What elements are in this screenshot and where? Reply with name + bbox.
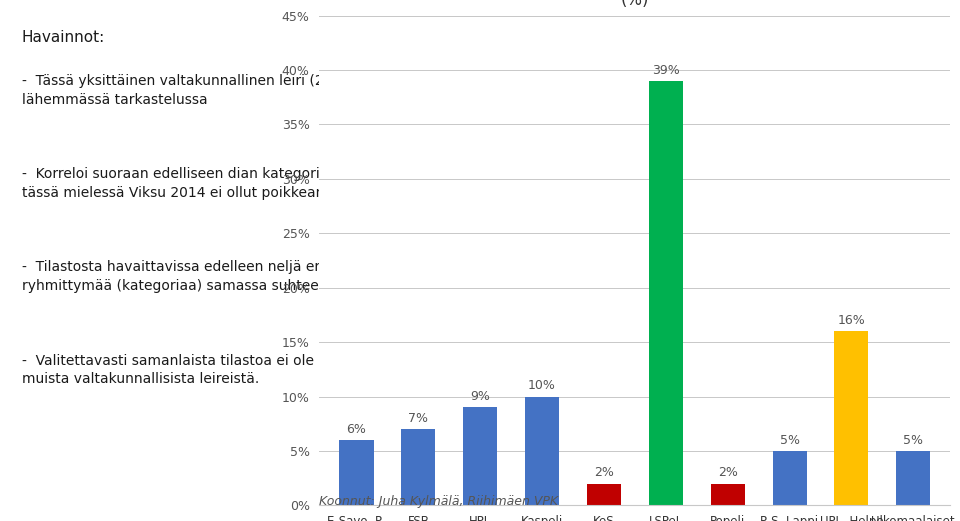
Bar <box>834 331 869 505</box>
Title: Viksu 2014 leirin jakauma alueittain
(%): Viksu 2014 leirin jakauma alueittain (%) <box>486 0 784 8</box>
Bar <box>340 440 373 505</box>
Text: -  Tilastosta havaittavissa edelleen neljä erilaista
ryhmittymää (kategoriaa) sa: - Tilastosta havaittavissa edelleen nelj… <box>22 260 361 293</box>
Text: -  Korreloi suoraan edelliseen dian kategorioihin, eli
tässä mielessä Viksu 2014: - Korreloi suoraan edelliseen dian kateg… <box>22 167 378 200</box>
Bar <box>773 451 806 505</box>
Text: -  Valitettavasti samanlaista tilastoa ei ole saatavilla
muista valtakunnallisis: - Valitettavasti samanlaista tilastoa ei… <box>22 354 385 386</box>
Text: Havainnot:: Havainnot: <box>22 30 105 45</box>
Text: 7%: 7% <box>408 412 428 425</box>
Text: 9%: 9% <box>470 390 491 403</box>
Text: 5%: 5% <box>903 433 924 446</box>
Bar <box>710 483 745 505</box>
Text: 16%: 16% <box>837 314 865 327</box>
Bar <box>464 407 497 505</box>
Bar <box>897 451 930 505</box>
Bar <box>587 483 621 505</box>
Text: 6%: 6% <box>347 423 367 436</box>
Text: 2%: 2% <box>718 466 737 479</box>
Bar <box>649 81 683 505</box>
Text: Koonnut: Juha Kylmälä, Riihimäen VPK: Koonnut: Juha Kylmälä, Riihimäen VPK <box>320 495 559 508</box>
Text: 39%: 39% <box>652 64 680 77</box>
Text: 2%: 2% <box>594 466 613 479</box>
Text: 5%: 5% <box>780 433 800 446</box>
Text: -  Tässä yksittäinen valtakunnallinen leiri (2014)
lähemmässä tarkastelussa: - Tässä yksittäinen valtakunnallinen lei… <box>22 75 355 107</box>
Bar <box>525 396 559 505</box>
Text: 10%: 10% <box>528 379 556 392</box>
Bar <box>401 429 436 505</box>
